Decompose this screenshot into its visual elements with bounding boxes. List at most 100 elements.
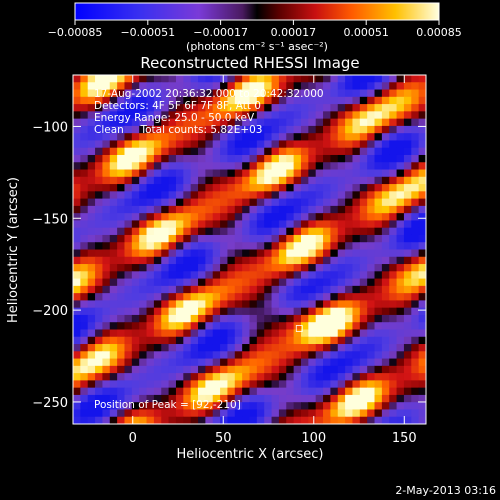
heatmap-cell xyxy=(308,82,317,91)
heatmap-cell xyxy=(227,322,236,330)
heatmap-cell xyxy=(256,184,265,192)
heatmap-cell xyxy=(102,205,111,214)
heatmap-cell xyxy=(102,387,111,396)
heatmap-cell xyxy=(131,365,140,374)
heatmap-cell xyxy=(300,234,309,243)
heatmap-cell xyxy=(278,89,287,98)
heatmap-cell xyxy=(117,344,125,352)
heatmap-cell xyxy=(367,162,376,171)
heatmap-cell xyxy=(161,314,170,323)
heatmap-cell xyxy=(418,300,427,309)
heatmap-cell xyxy=(131,416,140,425)
heatmap-cell xyxy=(175,293,184,301)
heatmap-cell xyxy=(278,213,287,221)
heatmap-cell xyxy=(190,409,199,418)
heatmap-cell xyxy=(264,191,273,200)
heatmap-cell xyxy=(293,387,302,396)
heatmap-cell xyxy=(315,285,324,294)
heatmap-cell xyxy=(345,365,353,374)
heatmap-cell xyxy=(183,220,192,229)
heatmap-cell xyxy=(168,409,177,418)
heatmap-cell xyxy=(198,104,206,112)
heatmap-cell xyxy=(220,329,228,338)
heatmap-cell xyxy=(161,118,170,127)
heatmap-cell xyxy=(205,111,214,120)
heatmap-cell xyxy=(109,96,118,105)
heatmap-cell xyxy=(242,125,250,134)
heatmap-cell xyxy=(131,278,140,287)
heatmap-cell xyxy=(124,285,133,294)
heatmap-cell xyxy=(183,322,192,330)
heatmap-cell xyxy=(308,213,317,221)
heatmap-cell xyxy=(131,191,140,200)
heatmap-cell xyxy=(80,285,89,294)
heatmap-cell xyxy=(95,416,103,425)
heatmap-cell xyxy=(345,344,353,352)
heatmap-cell xyxy=(161,373,170,381)
heatmap-cell xyxy=(175,249,184,258)
heatmap-cell xyxy=(153,358,162,367)
heatmap-cell xyxy=(256,409,265,418)
heatmap-cell xyxy=(220,336,228,345)
heatmap-cell xyxy=(396,365,405,374)
heatmap-cell xyxy=(300,162,309,171)
heatmap-cell xyxy=(234,351,243,360)
heatmap-cell xyxy=(183,409,192,418)
heatmap-cell xyxy=(352,220,361,229)
heatmap-cell xyxy=(242,133,250,141)
heatmap-cell xyxy=(300,351,309,360)
heatmap-cell xyxy=(286,249,295,258)
heatmap-cell xyxy=(337,365,346,374)
heatmap-cell xyxy=(389,220,398,229)
heatmap-cell xyxy=(345,125,353,134)
heatmap-cell xyxy=(183,125,192,134)
heatmap-cell xyxy=(190,336,199,345)
heatmap-cell xyxy=(264,264,273,272)
heatmap-cell xyxy=(190,329,199,338)
heatmap-cell xyxy=(359,205,368,214)
heatmap-cell xyxy=(286,205,295,214)
heatmap-cell xyxy=(227,344,236,352)
heatmap-cell xyxy=(198,256,206,265)
heatmap-cell xyxy=(418,220,427,229)
heatmap-cell xyxy=(124,184,133,192)
heatmap-cell xyxy=(359,118,368,127)
heatmap-cell xyxy=(367,169,376,178)
heatmap-cell xyxy=(315,322,324,330)
heatmap-cell xyxy=(323,336,331,345)
heatmap-cell xyxy=(271,169,280,178)
heatmap-cell xyxy=(205,256,214,265)
heatmap-cell xyxy=(278,416,287,425)
heatmap-cell xyxy=(403,89,412,98)
heatmap-cell xyxy=(337,162,346,171)
heatmap-cell xyxy=(212,125,221,134)
heatmap-cell xyxy=(300,344,309,352)
heatmap-cell xyxy=(367,154,376,163)
heatmap-cell xyxy=(168,162,177,171)
heatmap-cell xyxy=(352,336,361,345)
heatmap-cell xyxy=(139,133,148,141)
heatmap-cell xyxy=(396,409,405,418)
heatmap-cell xyxy=(124,220,133,229)
heatmap-cell xyxy=(411,125,420,134)
heatmap-cell xyxy=(242,380,250,389)
heatmap-cell xyxy=(87,75,96,83)
heatmap-cell xyxy=(95,271,103,280)
heatmap-cell xyxy=(220,416,228,425)
heatmap-cell xyxy=(73,176,81,185)
heatmap-cell xyxy=(359,387,368,396)
heatmap-cell xyxy=(389,409,398,418)
heatmap-cell xyxy=(153,351,162,360)
heatmap-cell xyxy=(323,242,331,250)
colorbar-tick-label: 0.00017 xyxy=(271,26,317,39)
heatmap-cell xyxy=(95,402,103,410)
heatmap-cell xyxy=(308,285,317,294)
heatmap-cell xyxy=(330,154,339,163)
heatmap-cell xyxy=(124,191,133,200)
heatmap-cell xyxy=(403,140,412,149)
heatmap-cell xyxy=(205,336,214,345)
heatmap-cell xyxy=(278,220,287,229)
heatmap-cell xyxy=(286,365,295,374)
heatmap-cell xyxy=(102,416,111,425)
heatmap-cell xyxy=(403,278,412,287)
